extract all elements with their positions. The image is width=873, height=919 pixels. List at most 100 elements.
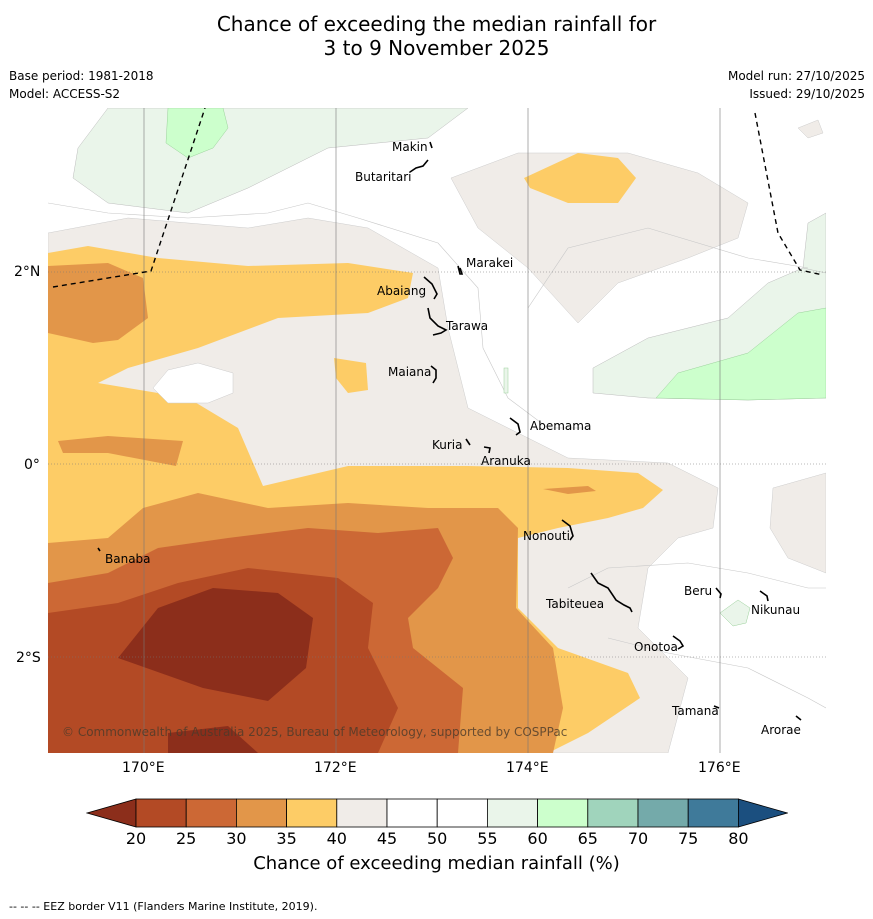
region-40-45-lower-right — [769, 472, 826, 574]
label-nikunau: Nikunau — [751, 603, 800, 617]
eez-footnote: -- -- -- EEZ border V11 (Flanders Marine… — [9, 900, 318, 913]
colorbar-tick-label: 45 — [376, 829, 398, 848]
colorbar-tick-label: 80 — [728, 829, 749, 848]
label-kuria: Kuria — [432, 438, 463, 452]
label-tarawa: Tarawa — [445, 319, 488, 333]
colorbar-arrow-low — [86, 798, 137, 828]
colorbar-tick-label: 75 — [678, 829, 699, 848]
colorbar-tick-label: 65 — [577, 829, 598, 848]
islands — [97, 141, 802, 721]
map-title-line-2: 3 to 9 November 2025 — [323, 36, 550, 60]
island-marakei — [457, 265, 464, 275]
region-30-35-left-band — [58, 436, 183, 466]
region-60-65-right — [655, 307, 826, 401]
island-maiana — [430, 365, 437, 384]
colorbar-segment — [587, 798, 639, 828]
colorbar-segment — [336, 798, 388, 828]
region-30-35-small-right — [543, 486, 596, 494]
colorbar-tick-label: 20 — [125, 829, 147, 848]
model-run-date: Model run: 27/10/2025 — [727, 69, 865, 83]
colorbar-tick-label: 60 — [527, 829, 548, 848]
colorbar-segment — [436, 798, 488, 828]
lat-label-0: 0° — [24, 457, 40, 473]
label-maiana: Maiana — [388, 365, 431, 379]
lon-label-176e: 176°E — [698, 760, 741, 776]
island-tamana — [713, 705, 720, 709]
colorbar-segment — [687, 798, 739, 828]
island-kuria — [465, 438, 471, 446]
region-45-50-island — [152, 362, 234, 404]
colorbar-tick-label: 30 — [226, 829, 247, 848]
island-butaritari — [409, 159, 429, 173]
issued-date: Issued: 29/10/2025 — [749, 87, 865, 101]
label-banaba: Banaba — [105, 552, 151, 566]
colorbar-segment — [135, 798, 187, 828]
colorbar — [86, 798, 788, 828]
label-aranuka: Aranuka — [481, 454, 531, 468]
label-onotoa: Onotoa — [634, 640, 678, 654]
island-banaba — [97, 547, 101, 552]
island-nonouti — [561, 519, 574, 541]
island-tabiteuea — [590, 572, 633, 613]
lon-label-170e: 170°E — [122, 760, 165, 776]
colorbar-tick-label: 50 — [427, 829, 448, 848]
colorbar-segment — [486, 798, 538, 828]
region-below-20 — [118, 588, 313, 701]
island-abaiang — [423, 276, 438, 300]
colorbar-tick-label: 40 — [326, 829, 347, 848]
label-beru: Beru — [684, 584, 712, 598]
lat-label-2n: 2°N — [14, 264, 41, 280]
region-40-45-top-right — [797, 119, 824, 139]
contour-line — [48, 202, 588, 429]
grid-lines — [48, 108, 826, 753]
eez-border-west — [52, 108, 206, 288]
region-40-45-top-center — [450, 152, 749, 324]
label-arorae: Arorae — [761, 723, 801, 737]
region-55-60-sliver — [503, 367, 509, 394]
label-makin: Makin — [392, 140, 428, 154]
island-tarawa — [427, 307, 448, 336]
island-abemama — [509, 417, 521, 436]
island-makin — [429, 141, 433, 149]
colorbar-segment — [286, 798, 338, 828]
island-beru — [715, 587, 722, 599]
region-55-60-far-right — [802, 212, 826, 274]
lat-label-2s: 2°S — [16, 650, 41, 666]
island-aranuka — [483, 446, 491, 454]
label-nonouti: Nonouti — [523, 529, 570, 543]
colorbar-arrow-high — [738, 798, 788, 828]
colorbar-tick-label: 35 — [276, 829, 297, 848]
region-below-20-bottom — [168, 726, 258, 753]
label-abaiang: Abaiang — [377, 284, 426, 298]
region-35-40-top-center — [524, 153, 636, 203]
map-title-line-1: Chance of exceeding the median rainfall … — [216, 12, 657, 36]
colorbar-segment — [235, 798, 287, 828]
colorbar-label: Chance of exceeding median rainfall (%) — [253, 853, 620, 874]
label-butaritari: Butaritari — [355, 170, 412, 184]
colorbar-segment — [185, 798, 237, 828]
colorbar-tick-label: 55 — [477, 829, 498, 848]
island-onotoa — [672, 635, 685, 650]
island-arorae — [795, 715, 802, 721]
rainfall-map: Makin Butaritari Marakei Abaiang Tarawa … — [48, 108, 826, 753]
lon-label-172e: 172°E — [314, 760, 357, 776]
contour-line — [527, 227, 809, 309]
label-tabiteuea: Tabiteuea — [545, 597, 604, 611]
model-name: Model: ACCESS-S2 — [9, 87, 121, 101]
base-period: Base period: 1981-2018 — [9, 69, 154, 83]
lon-label-174e: 174°E — [506, 760, 549, 776]
colorbar-segment — [386, 798, 438, 828]
region-35-40-small — [334, 358, 368, 393]
colorbar-segment — [637, 798, 689, 828]
colorbar-segment — [537, 798, 589, 828]
copyright-note: © Commonwealth of Australia 2025, Bureau… — [62, 725, 567, 739]
region-30-35-top-left — [48, 263, 148, 343]
colorbar-tick-label: 25 — [176, 829, 197, 848]
label-tamana: Tamana — [671, 704, 719, 718]
island-nikunau — [759, 590, 769, 602]
colorbar-tick-label: 70 — [627, 829, 649, 848]
region-55-60-nikunau — [719, 599, 751, 627]
contour-line — [607, 637, 826, 709]
contour-line — [567, 562, 826, 589]
label-abemama: Abemama — [530, 419, 591, 433]
